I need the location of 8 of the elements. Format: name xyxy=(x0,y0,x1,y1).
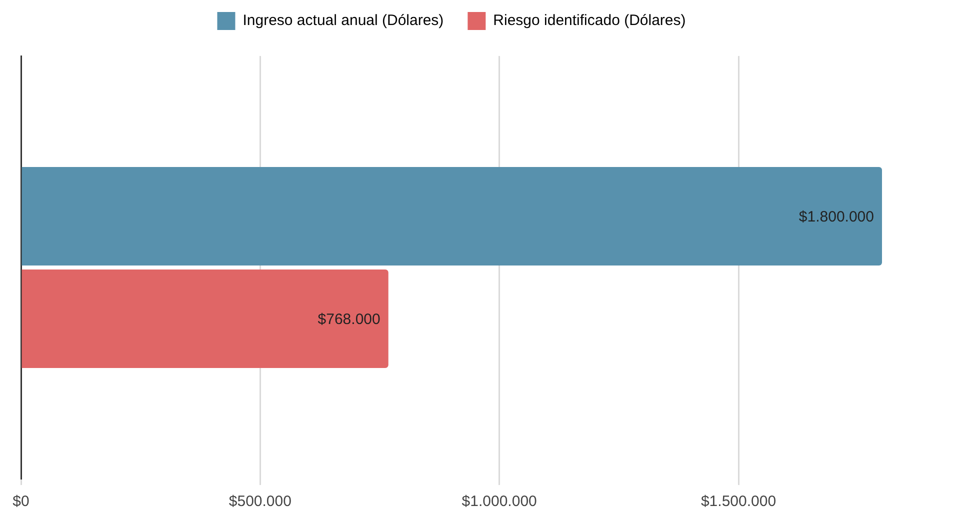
legend-label: Riesgo identificado (Dólares) xyxy=(493,12,686,30)
x-tick-label: $1.000.000 xyxy=(462,493,537,510)
data-label: $768.000 xyxy=(318,310,380,328)
legend-label: Ingreso actual anual (Dólares) xyxy=(242,12,444,30)
x-tick-label: $1.500.000 xyxy=(700,493,776,510)
x-tick-label: $500.000 xyxy=(228,493,292,510)
data-label: $1.800.000 xyxy=(798,208,874,226)
x-tick-label: $0 xyxy=(12,493,30,510)
